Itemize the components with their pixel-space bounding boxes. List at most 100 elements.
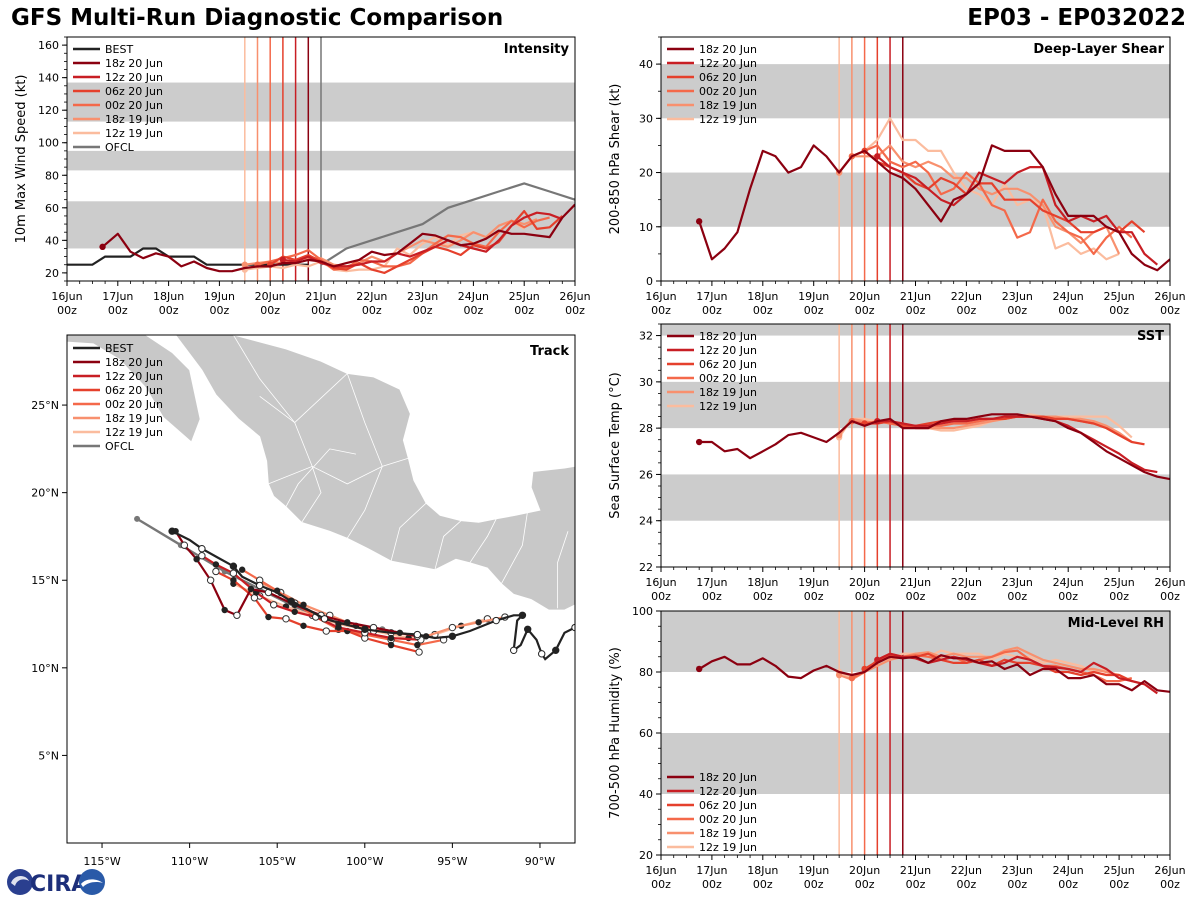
sst-ylabel: Sea Surface Temp (°C) bbox=[608, 372, 623, 519]
track-run-point-open bbox=[180, 541, 189, 549]
intensity-xtick-day: 25Jun bbox=[509, 290, 540, 303]
rh-xtick-day: 23Jun bbox=[1002, 864, 1033, 877]
sst-shade-band bbox=[661, 324, 1170, 336]
track-best-point bbox=[518, 611, 527, 619]
sst-run-start-0 bbox=[695, 438, 703, 446]
track-best-point bbox=[255, 581, 264, 590]
track-ytick-label: 10°N bbox=[31, 662, 59, 675]
state-border bbox=[557, 531, 569, 609]
intensity-legend-label: 12z 20 Jun bbox=[105, 71, 163, 84]
track-run-point-filled bbox=[247, 585, 255, 593]
rh-ytick-label: 40 bbox=[639, 788, 653, 801]
track-best-point bbox=[448, 632, 457, 640]
shear-xtick-day: 17Jun bbox=[696, 290, 727, 303]
state-border bbox=[346, 373, 383, 539]
sst-xtick-hour: 00z bbox=[651, 590, 671, 603]
intensity-legend-label: OFCL bbox=[105, 141, 135, 154]
rh-xtick-day: 18Jun bbox=[747, 864, 778, 877]
sst-xtick-hour: 00z bbox=[753, 590, 773, 603]
sst-xtick-hour: 00z bbox=[906, 590, 926, 603]
rh-xtick-day: 19Jun bbox=[798, 864, 829, 877]
intensity-xtick-day: 24Jun bbox=[458, 290, 489, 303]
shear-xtick-day: 18Jun bbox=[747, 290, 778, 303]
rh-run-start-0 bbox=[695, 665, 703, 673]
track-ytick-label: 25°N bbox=[31, 399, 59, 412]
intensity-ytick-label: 140 bbox=[38, 72, 59, 85]
intensity-xtick-day: 18Jun bbox=[153, 290, 184, 303]
intensity-xtick-day: 17Jun bbox=[102, 290, 133, 303]
track-best-point bbox=[509, 646, 518, 655]
sst-xtick-day: 21Jun bbox=[900, 576, 931, 589]
rh-xtick-hour: 00z bbox=[1058, 878, 1078, 891]
intensity-xtick-hour: 00z bbox=[311, 304, 331, 317]
intensity-xtick-hour: 00z bbox=[57, 304, 77, 317]
rh-title: Mid-Level RH bbox=[1068, 616, 1164, 631]
track-run-point-open bbox=[282, 615, 290, 623]
intensity-xtick-day: 26Jun bbox=[559, 290, 590, 303]
intensity-title: Intensity bbox=[504, 42, 570, 57]
shear-xtick-hour: 00z bbox=[702, 304, 722, 317]
track-best-point bbox=[287, 597, 295, 605]
sst-xtick-hour: 00z bbox=[1109, 590, 1129, 603]
intensity-legend-label: BEST bbox=[105, 43, 133, 56]
shear-shade-band bbox=[661, 172, 1170, 227]
track-ytick-label: 20°N bbox=[31, 487, 59, 500]
track-run-point-filled bbox=[193, 556, 200, 563]
rh-xtick-hour: 00z bbox=[1007, 878, 1027, 891]
track-run-point-open bbox=[322, 627, 330, 635]
intensity-xtick-day: 16Jun bbox=[51, 290, 82, 303]
intensity-run-start-0 bbox=[99, 243, 106, 251]
track-run-point-filled bbox=[291, 608, 298, 615]
rh-xtick-hour: 00z bbox=[1109, 878, 1129, 891]
track-best-point bbox=[492, 616, 500, 625]
track-xtick-label: 100°W bbox=[346, 855, 383, 868]
track-best-point bbox=[413, 630, 422, 639]
intensity-xtick-hour: 00z bbox=[514, 304, 534, 317]
shear-ytick-label: 10 bbox=[639, 221, 653, 234]
rh-shade-band bbox=[661, 733, 1170, 794]
state-border bbox=[268, 457, 411, 485]
shear-run-line-0 bbox=[698, 144, 1170, 272]
rh-xtick-hour: 00z bbox=[1160, 878, 1180, 891]
track-run-line-0 bbox=[174, 530, 418, 638]
rh-xtick-hour: 00z bbox=[855, 878, 875, 891]
shear-run-line-5 bbox=[838, 117, 1120, 261]
shear-xtick-hour: 00z bbox=[753, 304, 773, 317]
intensity-legend-label: 00z 20 Jun bbox=[105, 99, 163, 112]
shear-panel: 01020304016Jun00z17Jun00z18Jun00z19Jun00… bbox=[608, 36, 1186, 317]
state-border bbox=[259, 395, 322, 523]
shear-xtick-day: 16Jun bbox=[645, 290, 676, 303]
intensity-ytick-label: 100 bbox=[38, 137, 59, 150]
intensity-xtick-day: 23Jun bbox=[407, 290, 438, 303]
sst-run-line-0 bbox=[699, 413, 1170, 481]
track-xtick-label: 90°W bbox=[525, 855, 555, 868]
shear-ytick-label: 40 bbox=[639, 58, 653, 71]
track-frame bbox=[66, 334, 576, 844]
sst-xtick-hour: 00z bbox=[1058, 590, 1078, 603]
track-best-point bbox=[524, 625, 532, 633]
intensity-series-group bbox=[67, 182, 575, 274]
sst-ytick-label: 28 bbox=[639, 422, 653, 435]
shear-xtick-hour: 00z bbox=[804, 304, 824, 317]
intensity-ytick-label: 60 bbox=[45, 202, 59, 215]
rh-xtick-day: 25Jun bbox=[1104, 864, 1135, 877]
sst-series-group bbox=[695, 413, 1170, 481]
sst-run-line-1 bbox=[877, 415, 1158, 474]
track-best-line bbox=[171, 530, 575, 661]
shear-run-start-0 bbox=[695, 218, 703, 225]
intensity-xtick-hour: 00z bbox=[464, 304, 484, 317]
track-title: Track bbox=[530, 344, 569, 359]
shear-legend-label: 18z 19 Jun bbox=[699, 99, 757, 112]
sst-xtick-day: 16Jun bbox=[645, 576, 676, 589]
shear-xtick-hour: 00z bbox=[1109, 304, 1129, 317]
rh-xtick-hour: 00z bbox=[702, 878, 722, 891]
intensity-legend-label: 18z 20 Jun bbox=[105, 57, 163, 70]
shear-xtick-hour: 00z bbox=[1160, 304, 1180, 317]
shear-legend-label: 12z 20 Jun bbox=[699, 57, 757, 70]
intensity-xtick-hour: 00z bbox=[210, 304, 230, 317]
sst-ytick-label: 30 bbox=[639, 376, 653, 389]
landmass bbox=[93, 335, 575, 611]
rh-run-start-3 bbox=[848, 674, 856, 682]
intensity-ytick-label: 20 bbox=[45, 267, 59, 280]
rh-ytick-label: 60 bbox=[639, 727, 653, 740]
